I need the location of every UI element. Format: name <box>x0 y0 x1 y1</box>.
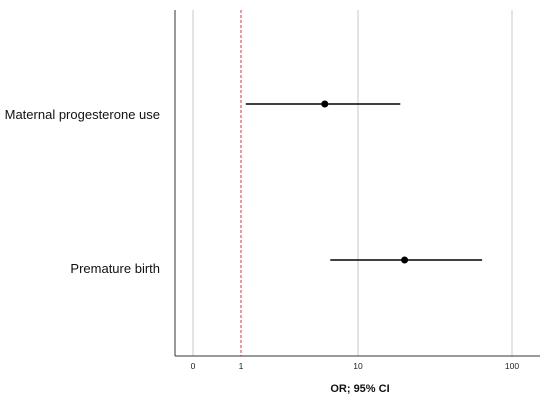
row-label: Maternal progesterone use <box>5 107 160 122</box>
x-tick-labels: 0 1 10 100 <box>191 361 520 371</box>
point-estimate <box>321 100 329 108</box>
row-label: Premature birth <box>70 261 160 276</box>
x-tick-label: 10 <box>353 361 363 371</box>
x-axis-title: OR; 95% CI <box>330 383 389 395</box>
x-tick-label: 0 <box>191 361 196 371</box>
x-tick-label: 1 <box>239 361 244 371</box>
x-tick-label: 100 <box>505 361 519 371</box>
estimate-marks <box>245 100 483 264</box>
gridlines <box>192 10 513 356</box>
point-estimate <box>401 256 409 264</box>
